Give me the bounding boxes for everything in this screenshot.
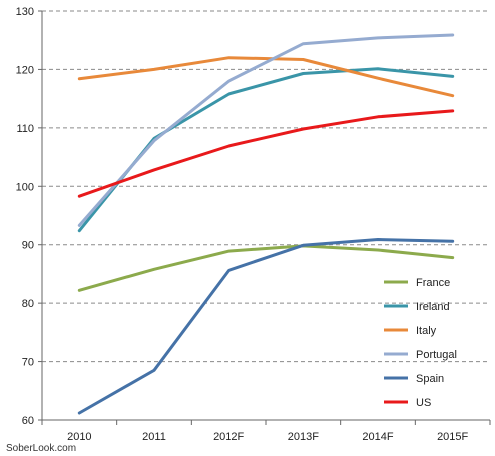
y-tick-label: 60 [22,415,34,427]
legend-label-italy: Italy [416,325,437,337]
legend-label-ireland: Ireland [416,301,450,313]
axes [38,10,491,425]
y-tick-label: 130 [16,6,34,18]
legend-label-spain: Spain [416,373,444,385]
x-tick-label: 2015F [437,431,468,443]
series-line-ireland [77,67,455,233]
x-tick-label: 2012F [213,431,244,443]
legend-label-portugal: Portugal [416,349,457,361]
y-tick-label: 110 [16,123,34,135]
grid-lines [42,10,490,363]
legend-label-france: France [416,277,450,289]
y-tick-label: 120 [16,64,34,76]
series-line-portugal [77,33,455,227]
series-line-italy [77,56,455,98]
series-lines [77,33,455,415]
x-tick-label: 2013F [288,431,319,443]
x-tick-label: 2011 [142,431,166,443]
y-tick-label: 90 [22,240,34,252]
series-line-spain [77,238,455,415]
x-axis-ticks: 2010 2011 2012F 2013F 2014F 2015F [67,431,468,443]
watermark: SoberLook.com [6,443,76,454]
series-line-france [77,244,455,292]
x-tick-label: 2014F [362,431,393,443]
y-tick-label: 100 [16,181,34,193]
legend-label-us: US [416,397,431,409]
y-axis-ticks: 60 70 80 90 100 110 120 130 [16,6,34,427]
x-tick-label: 2010 [67,431,91,443]
y-tick-label: 80 [22,298,34,310]
y-tick-label: 70 [22,357,34,369]
legend: France Ireland Italy Portugal Spain US [384,277,457,409]
series-line-us [77,109,455,198]
